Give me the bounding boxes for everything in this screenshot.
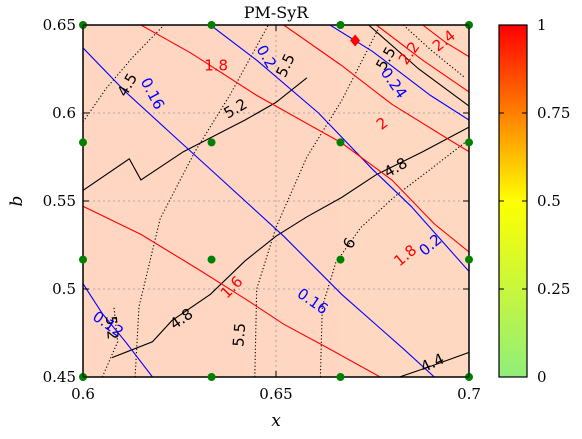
optimum-marker [350, 34, 361, 47]
contour-line [368, 25, 469, 107]
sample-point [336, 255, 345, 264]
x-tick-label: 0.7 [457, 385, 481, 403]
contour-line [422, 25, 469, 58]
x-tick-label: 0.6 [71, 385, 95, 403]
contour-line [376, 25, 469, 93]
sample-point [79, 138, 87, 147]
contour-line [83, 283, 153, 377]
y-tick-label: 0.55 [43, 192, 76, 210]
contour-line [83, 205, 381, 377]
y-tick-label: 0.65 [43, 16, 76, 34]
contour-line [83, 77, 308, 191]
heatmap-cell [83, 25, 341, 377]
y-tick-label: 0.6 [52, 104, 76, 122]
sample-point [465, 138, 473, 147]
colorbar-tick-label: 0 [537, 368, 547, 386]
grid [83, 25, 469, 377]
contour-line [83, 25, 165, 123]
colorbar-tick-label: 0.5 [537, 192, 561, 210]
contour-line [134, 25, 269, 377]
sample-point [207, 255, 216, 264]
contour-label: 1.8 [204, 56, 228, 74]
optimum-marker-layer [350, 34, 361, 47]
chart-title: PM-SyR [244, 3, 310, 22]
contour-line [210, 25, 469, 272]
contour-line [101, 306, 119, 377]
contour-lines [83, 25, 469, 377]
contour-line [83, 47, 435, 377]
y-tick-label: 0.5 [52, 280, 76, 298]
sample-point [336, 21, 345, 29]
colorbar-tick-label: 1 [537, 16, 547, 34]
sample-point [207, 138, 216, 147]
x-axis-label: x [271, 411, 281, 431]
sample-points [79, 21, 473, 381]
colorbar-tick-label: 0.25 [537, 280, 570, 298]
y-axis-label: b [7, 196, 27, 207]
colorbar-ticks: 0 0.25 0.5 0.75 1 [499, 16, 570, 386]
colorbar-tick-label: 0.75 [537, 104, 570, 122]
sample-point [207, 373, 216, 381]
contour-line [283, 25, 469, 153]
sample-point [336, 373, 345, 381]
sample-point [79, 255, 87, 264]
sample-point [336, 138, 345, 147]
contour-label: 5.2 [102, 315, 122, 340]
sample-point [465, 255, 473, 264]
x-axis-ticks: 0.6 0.65 0.7 [71, 25, 481, 403]
contour-line [111, 126, 469, 359]
x-tick-label: 0.65 [259, 385, 292, 403]
contour-label: 5.5 [229, 322, 249, 347]
contour-line [329, 25, 469, 121]
y-tick-label: 0.45 [43, 368, 76, 386]
sample-point [207, 21, 216, 29]
y-axis-ticks: 0.45 0.5 0.55 0.6 0.65 [43, 16, 469, 386]
contour-line [399, 351, 469, 377]
contour-line [254, 25, 381, 377]
